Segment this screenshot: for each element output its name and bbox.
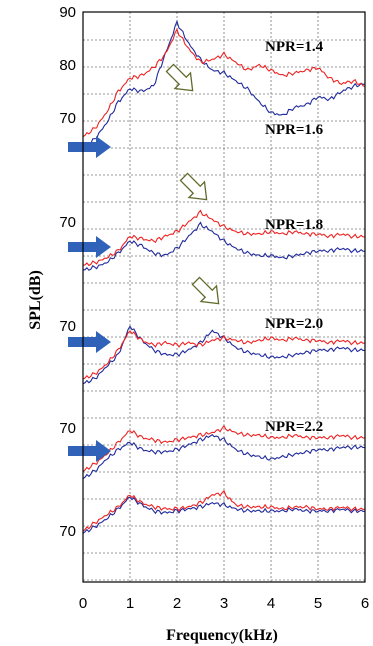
x-axis-label: Frequency(kHz) xyxy=(166,627,278,644)
x-tick-label: 1 xyxy=(126,595,134,612)
y-tick-label: 80 xyxy=(59,57,76,74)
y-tick-label: 70 xyxy=(59,523,76,540)
traces xyxy=(82,19,366,534)
x-tick-labels: 0 1 2 3 4 5 6 xyxy=(79,595,369,612)
series-red-line xyxy=(82,330,365,380)
y-tick-label: 70 xyxy=(59,110,76,127)
arrows xyxy=(68,63,220,462)
npr-label: NPR=1.4 xyxy=(265,39,324,55)
x-tick-label: 5 xyxy=(314,595,322,612)
y-tick-label: 70 xyxy=(59,420,76,437)
y-tick-label: 70 xyxy=(59,214,76,231)
blue-arrow xyxy=(68,136,111,158)
series-red-line xyxy=(82,27,366,138)
blue-arrow xyxy=(68,236,111,258)
npr-label: NPR=1.8 xyxy=(265,217,323,233)
y-tick-label: 90 xyxy=(59,4,76,21)
x-tick-label: 0 xyxy=(79,595,87,612)
series-blue-line xyxy=(82,19,366,151)
x-tick-label: 3 xyxy=(220,595,228,612)
npr-label: NPR=2.2 xyxy=(265,419,323,435)
y-axis-label: SPL(dB) xyxy=(27,270,44,330)
series-blue-line xyxy=(82,433,366,480)
y-tick-label: 70 xyxy=(59,318,76,335)
npr-label: NPR=1.6 xyxy=(265,122,324,138)
series-red-line xyxy=(82,209,366,267)
x-tick-label: 2 xyxy=(173,595,181,612)
series-blue-line xyxy=(82,496,366,534)
hollow-arrow xyxy=(191,276,220,305)
blue-arrow xyxy=(68,440,111,462)
panel-labels: NPR=1.4 NPR=1.6 NPR=1.8 NPR=2.0 NPR=2.2 xyxy=(265,39,324,435)
plot-frame xyxy=(82,11,366,583)
hollow-arrow xyxy=(179,172,208,201)
x-tick-label: 4 xyxy=(267,595,275,612)
x-tick-label: 6 xyxy=(361,595,369,612)
series-red-line xyxy=(82,489,366,532)
series-blue-line xyxy=(82,221,366,271)
y-tick-labels: 90 80 70 70 70 70 70 xyxy=(59,4,76,540)
blue-arrow xyxy=(68,331,111,353)
hollow-arrow xyxy=(165,63,194,92)
series-red-line xyxy=(82,424,366,472)
npr-label: NPR=2.0 xyxy=(265,316,323,332)
